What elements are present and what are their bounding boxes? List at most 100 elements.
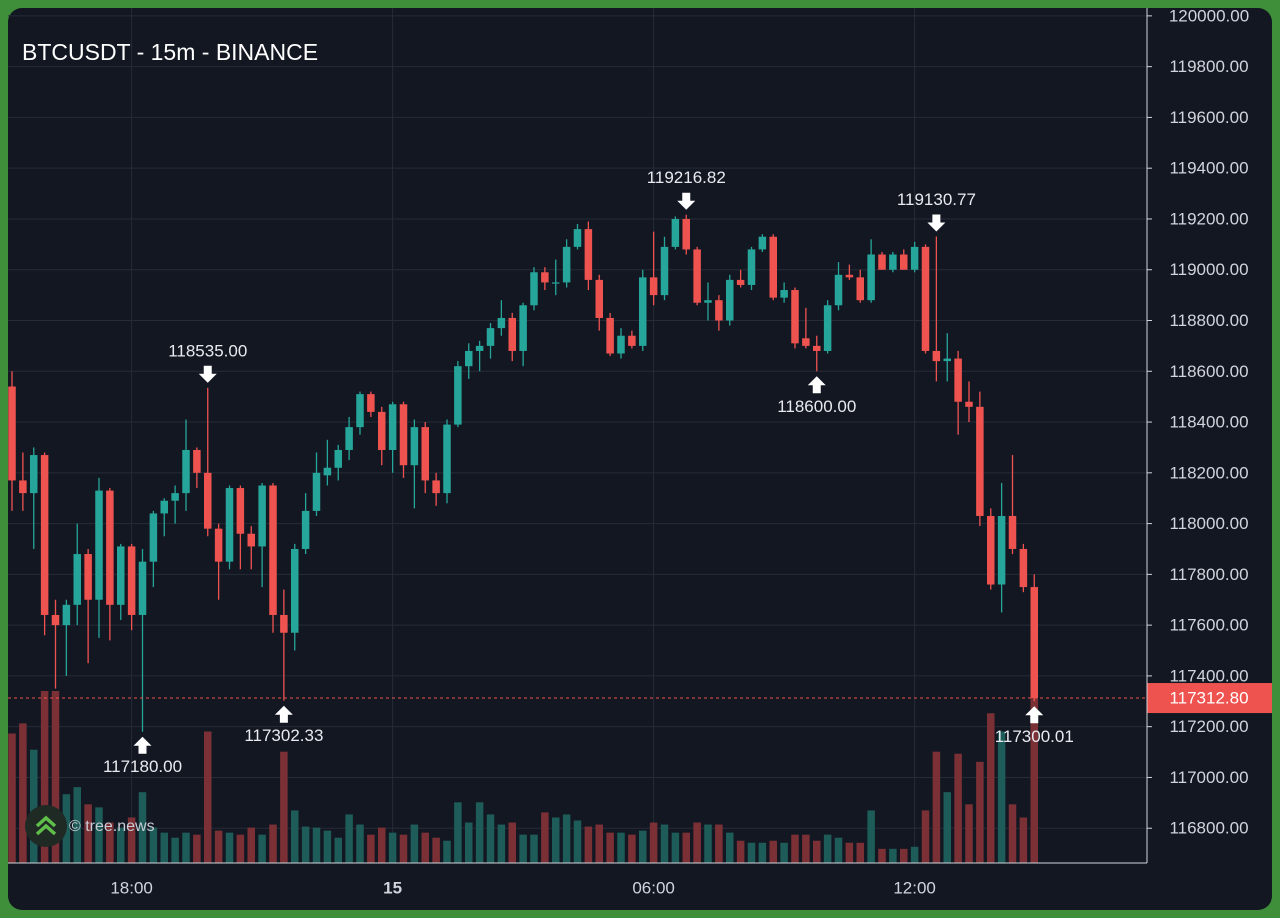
volume-bar (791, 834, 799, 863)
candle-body (617, 335, 625, 354)
volume-bar (997, 731, 1006, 863)
annotation-arrow (927, 214, 946, 232)
volume-bar (378, 827, 386, 863)
candle-body (726, 279, 734, 321)
y-tick-label: 117400.00 (1169, 666, 1248, 685)
volume-bar (595, 824, 603, 863)
y-tick-label: 119600.00 (1169, 108, 1248, 127)
candle-body (399, 404, 408, 466)
candle-body (834, 274, 843, 306)
candle-body (475, 345, 484, 351)
volume-bar (878, 848, 886, 863)
candle-body (291, 548, 299, 633)
annotation-arrow (807, 376, 826, 394)
candle-body (954, 358, 962, 402)
candle-body (73, 554, 81, 605)
candle-body (639, 277, 647, 346)
last-price-box (1147, 683, 1272, 714)
volume-bar (399, 834, 408, 863)
logo-chevrons (35, 815, 57, 836)
x-tick-label: 06:00 (632, 878, 675, 897)
volume-bar (562, 814, 571, 863)
annotation-arrow (274, 705, 293, 723)
volume-bar (1019, 817, 1028, 863)
watermark-logo (25, 805, 67, 847)
volume-bar (127, 817, 136, 863)
volume-bar (530, 834, 538, 863)
volume-bar (312, 827, 321, 863)
annotation-label: 118535.00 (168, 341, 247, 360)
candle-body (280, 614, 288, 633)
candle-body (541, 272, 549, 283)
volume-bar (726, 832, 734, 863)
volume-bar (976, 761, 984, 863)
candle-body (910, 246, 919, 270)
watermark: © tree.news (69, 818, 155, 835)
volume-bar (813, 840, 821, 863)
candle-body (987, 515, 995, 585)
volume-bar (40, 691, 49, 863)
volume-bar (900, 848, 908, 863)
candle-body (378, 411, 386, 450)
candle-body (943, 358, 951, 362)
candle-body (454, 366, 462, 425)
candle-body (367, 394, 375, 412)
candle-body (856, 277, 864, 301)
candle-body (269, 485, 277, 615)
x-tick-label: 12:00 (893, 878, 936, 897)
y-tick-label: 118800.00 (1169, 311, 1248, 330)
volume-bar (432, 837, 440, 863)
volume-bar (269, 824, 277, 863)
candle-body (171, 493, 179, 501)
candle-body (552, 282, 560, 284)
y-tick-label: 119400.00 (1169, 159, 1248, 178)
candle-body (497, 317, 506, 329)
volume-bar (345, 814, 353, 863)
annotation-label: 117180.00 (103, 757, 182, 776)
volume-bar (475, 802, 484, 863)
candle-body (530, 272, 538, 306)
volume-bar (247, 827, 255, 863)
candle-body (747, 249, 756, 285)
annotation-label: 117300.01 (995, 727, 1074, 746)
volume-bar (497, 824, 506, 863)
volume-bar (149, 827, 158, 863)
y-tick-label: 119800.00 (1169, 57, 1248, 76)
candle-body (682, 218, 690, 250)
candle-body (878, 254, 886, 270)
chart-title: BTCUSDT - 15m - BINANCE (22, 39, 318, 65)
candle-body (736, 279, 745, 285)
volume-bar (682, 832, 690, 863)
candle-body (562, 246, 571, 283)
candle-body (345, 427, 353, 450)
candle-body (965, 401, 973, 407)
volume-bar (8, 733, 16, 863)
volume-bar (606, 832, 614, 863)
candle-body (388, 404, 397, 450)
y-tick-label: 118000.00 (1169, 514, 1248, 533)
candle-body (30, 455, 38, 494)
candle-body (519, 305, 527, 351)
volume-bar (736, 840, 745, 863)
candle-body (214, 528, 223, 562)
volume-bar (1030, 691, 1038, 863)
candle-body (182, 449, 190, 494)
volume-bar (193, 834, 201, 863)
volume-bar (823, 834, 832, 863)
candle-body (823, 305, 832, 351)
candle-body (584, 229, 593, 280)
candle-body (595, 279, 603, 318)
candle-body (671, 218, 680, 247)
volume-bar (780, 842, 788, 863)
candle-body (791, 290, 799, 344)
x-tick-label: 15 (383, 878, 402, 897)
chart-background (8, 8, 1272, 910)
volume-bar (584, 826, 593, 863)
volume-bar (628, 834, 636, 863)
annotation-arrow (1025, 706, 1044, 724)
y-tick-label: 117200.00 (1169, 717, 1248, 736)
volume-bar (965, 804, 973, 863)
candle-body (84, 554, 92, 600)
volume-bar (715, 824, 723, 863)
